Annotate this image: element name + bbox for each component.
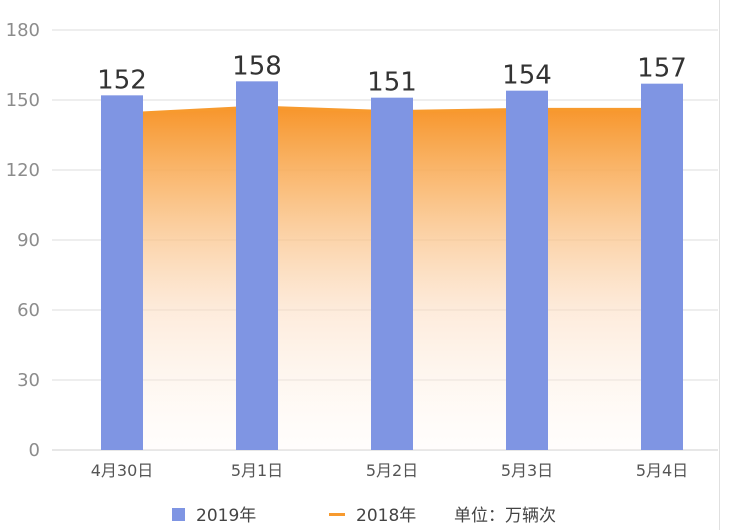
bar-2019 (641, 83, 683, 451)
bar-value-label: 152 (97, 65, 147, 95)
x-tick-label: 5月2日 (366, 461, 418, 480)
bar-value-label: 151 (367, 68, 417, 98)
bar-2019 (101, 95, 143, 450)
legend: 2019年 2018年 单位：万辆次 (172, 506, 556, 526)
x-tick-label: 5月3日 (501, 461, 553, 480)
bar-value-label: 158 (232, 51, 282, 81)
y-tick-label: 30 (17, 370, 40, 391)
legend-label-2019: 2019年 (196, 506, 256, 526)
y-tick-label: 150 (6, 90, 40, 111)
y-tick-label: 60 (17, 300, 40, 321)
legend-label-2018: 2018年 (356, 506, 416, 526)
right-frame-line (719, 0, 720, 530)
x-tick-label: 5月1日 (231, 461, 283, 480)
bar-data-labels: 152 158 151 154 157 (97, 51, 687, 97)
bar-value-label: 157 (637, 54, 687, 84)
unit-note: 单位：万辆次 (454, 506, 556, 526)
bar-series-2019 (101, 81, 683, 451)
x-tick-label: 5月4日 (636, 461, 688, 480)
y-tick-label: 120 (6, 160, 40, 181)
x-axis-ticks: 4月30日 5月1日 5月2日 5月3日 5月4日 (91, 461, 688, 480)
legend-swatch-2019 (172, 508, 185, 521)
x-tick-label: 4月30日 (91, 461, 154, 480)
y-tick-label: 90 (17, 230, 40, 251)
bar-2019 (236, 81, 278, 450)
y-axis-ticks: 0 30 60 90 120 150 180 (6, 20, 40, 461)
bar-2019 (506, 90, 548, 451)
y-tick-label: 0 (29, 440, 40, 461)
legend-swatch-2018 (329, 513, 345, 516)
bar-2019 (371, 97, 413, 451)
bar-value-label: 154 (502, 61, 552, 91)
y-tick-label: 180 (6, 20, 40, 41)
